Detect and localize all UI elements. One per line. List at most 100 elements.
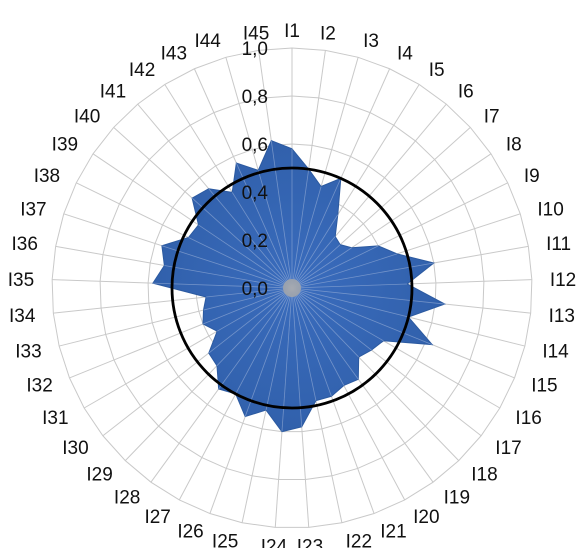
- tick-label: 0,6: [242, 135, 268, 156]
- category-label: I44: [194, 31, 221, 52]
- area-spoke: [202, 287, 293, 325]
- area-spoke: [291, 178, 342, 289]
- area-spoke: [203, 287, 293, 311]
- category-label: I40: [74, 106, 100, 127]
- area-spoke: [198, 224, 293, 289]
- category-label: I10: [537, 199, 563, 220]
- category-label: I11: [546, 234, 571, 255]
- category-label: I39: [52, 135, 78, 156]
- area-spoke: [291, 287, 409, 318]
- category-label: I43: [161, 43, 187, 64]
- category-label: I35: [8, 270, 34, 291]
- area-spoke: [291, 287, 433, 346]
- area-spoke: [291, 287, 303, 427]
- tick-label: 1,0: [242, 39, 268, 60]
- tick-label: 0,4: [242, 183, 269, 204]
- area-spoke: [235, 287, 293, 395]
- area-spoke: [291, 253, 398, 289]
- area-spoke: [291, 245, 379, 289]
- category-label: I30: [62, 438, 88, 459]
- area-spoke: [291, 247, 352, 289]
- area-spoke: [216, 287, 293, 332]
- area-spoke: [257, 170, 293, 289]
- category-label: I33: [15, 341, 41, 362]
- area-spoke: [291, 287, 359, 380]
- category-label: I23: [297, 536, 323, 548]
- area-spoke: [208, 188, 293, 289]
- area-spoke: [291, 186, 322, 289]
- category-label: I4: [397, 43, 413, 64]
- area-spoke: [244, 287, 293, 417]
- area-spoke: [216, 287, 293, 366]
- area-spoke: [206, 287, 293, 298]
- area-spoke: [291, 214, 339, 289]
- category-label: I5: [429, 60, 445, 81]
- category-label: I13: [549, 306, 575, 327]
- category-label: I42: [129, 60, 155, 81]
- category-label: I2: [320, 24, 336, 45]
- area-spoke: [291, 287, 317, 401]
- category-label: I21: [380, 521, 406, 542]
- grid-ring: [51, 47, 533, 528]
- category-label: I38: [34, 166, 60, 187]
- area-spoke: [291, 283, 408, 289]
- reference-circle: [170, 166, 414, 410]
- area-spoke: [265, 287, 293, 411]
- area-spoke: [270, 140, 293, 289]
- grid-ring: [99, 95, 485, 481]
- category-label: I25: [212, 531, 238, 548]
- area-spoke: [291, 287, 384, 342]
- category-label: I19: [444, 488, 470, 509]
- category-label: I27: [144, 507, 170, 528]
- area-spoke: [218, 287, 293, 390]
- area-spoke: [291, 244, 341, 289]
- area-spoke: [291, 287, 445, 305]
- category-label: I18: [471, 465, 497, 486]
- grid-ring: [147, 143, 437, 433]
- tick-label: 0,2: [242, 231, 268, 252]
- area-spoke: [291, 287, 359, 358]
- category-label: I32: [26, 376, 52, 397]
- tick-label: 0,8: [242, 87, 268, 108]
- category-label: I28: [114, 488, 140, 509]
- category-label: I9: [524, 166, 540, 187]
- center-hub: [283, 279, 301, 297]
- category-label: I37: [20, 199, 46, 220]
- area-spoke: [291, 287, 332, 397]
- category-label: I16: [515, 408, 541, 429]
- category-label: I1: [284, 21, 300, 42]
- area-spoke: [291, 236, 336, 289]
- category-label: I45: [243, 24, 269, 45]
- area-spoke: [291, 287, 345, 386]
- category-label: I34: [9, 306, 36, 327]
- area-spoke: [152, 282, 293, 289]
- category-label: I22: [346, 531, 372, 548]
- area-spoke: [231, 192, 293, 289]
- category-label: I8: [506, 135, 522, 156]
- category-label: I17: [495, 438, 521, 459]
- category-label: I7: [484, 106, 500, 127]
- area-spoke: [164, 265, 293, 289]
- area-spoke: [291, 169, 310, 289]
- category-label: I41: [100, 81, 126, 102]
- category-label: I24: [261, 536, 288, 548]
- area-spoke: [191, 197, 293, 289]
- area-spoke: [235, 162, 293, 289]
- category-label: I36: [11, 234, 37, 255]
- category-label: I3: [363, 31, 379, 52]
- area-spoke: [161, 245, 293, 289]
- reference-circle-group: [170, 166, 414, 410]
- area-spoke: [291, 287, 372, 351]
- category-label: I20: [413, 507, 439, 528]
- category-label: I14: [542, 341, 569, 362]
- tick-label: 0,0: [242, 279, 268, 300]
- category-label: I26: [177, 521, 203, 542]
- category-label: I6: [458, 81, 474, 102]
- area-spoke: [188, 237, 293, 289]
- category-label: I12: [550, 270, 576, 291]
- category-label: I29: [86, 465, 112, 486]
- radial-tick-labels: 0,0 0,2 0,4 0,6 0,8 1,0: [242, 39, 269, 300]
- area-spoke: [208, 287, 293, 354]
